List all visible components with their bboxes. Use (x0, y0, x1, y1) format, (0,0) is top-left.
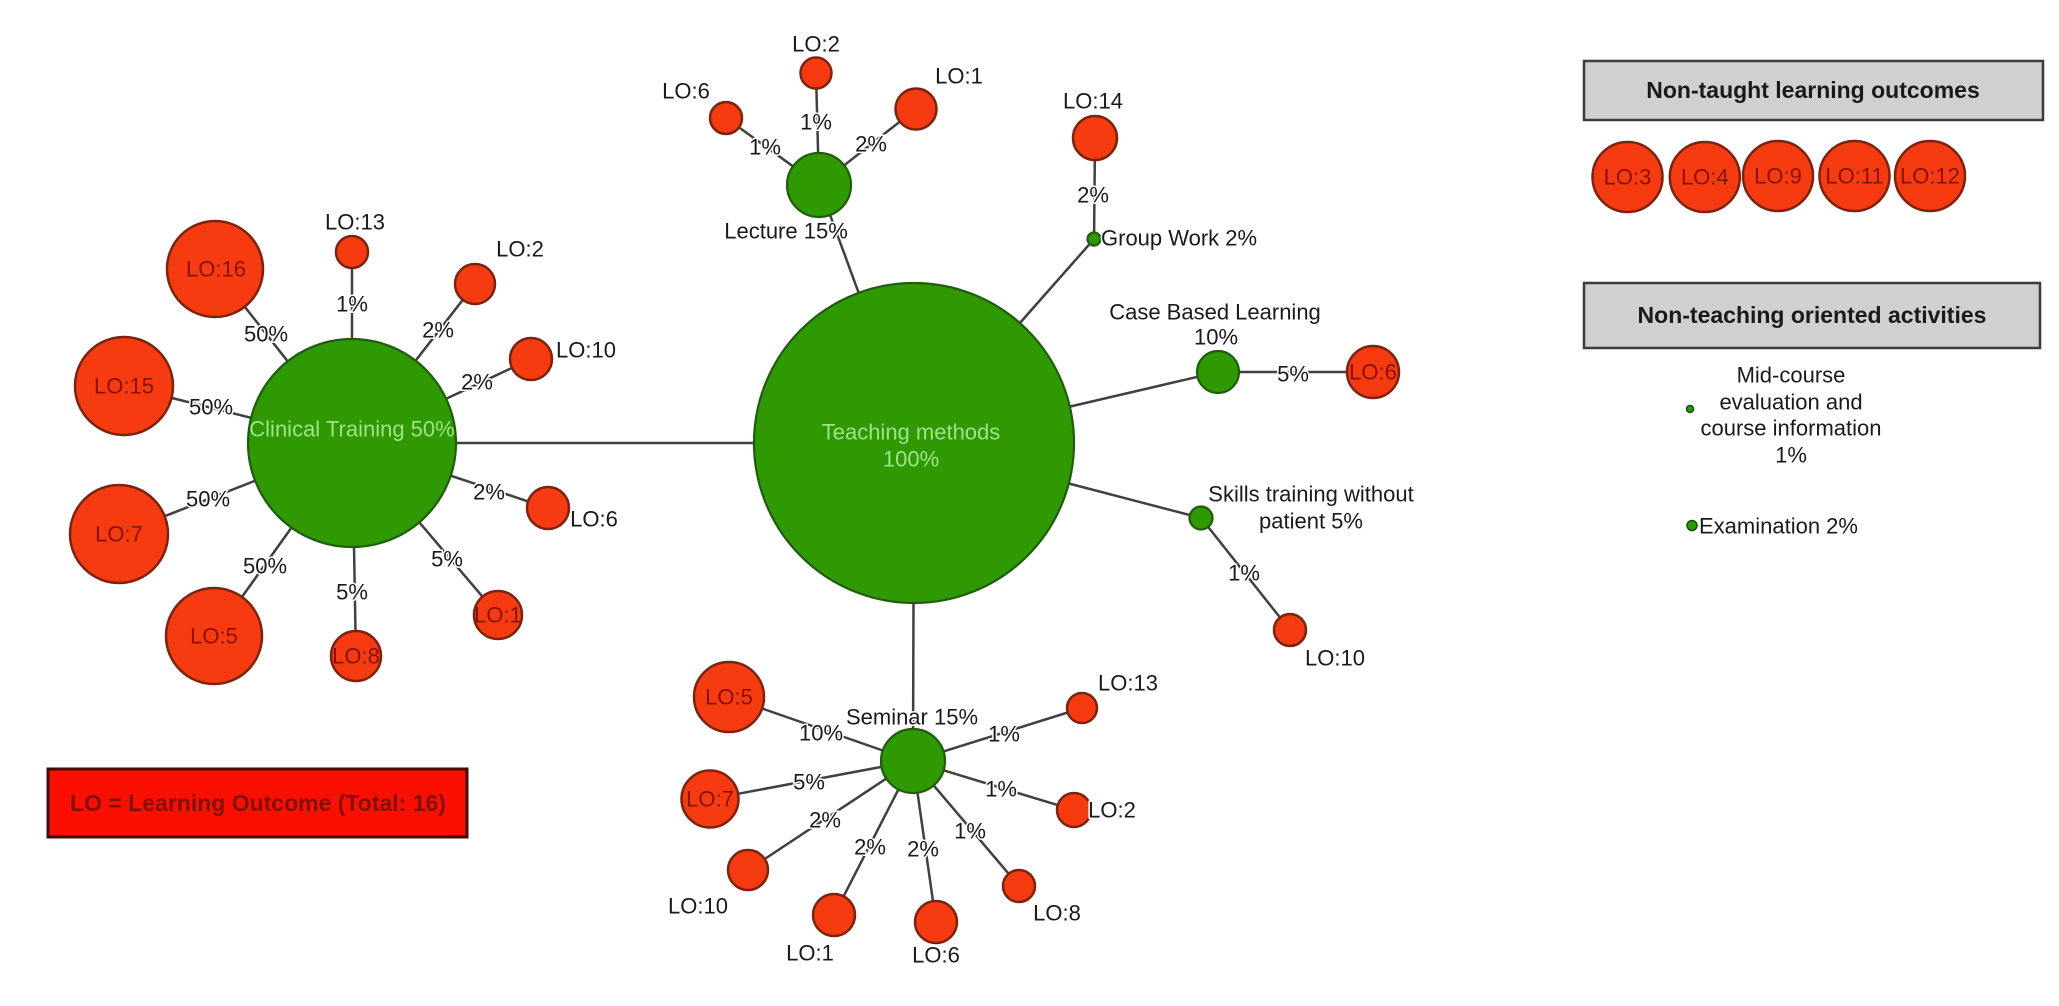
svg-text:1%: 1% (749, 135, 781, 160)
svg-text:LO:1: LO:1 (474, 603, 522, 628)
svg-text:1%: 1% (988, 722, 1020, 747)
svg-text:LO:5: LO:5 (705, 685, 753, 710)
svg-text:Seminar 15%: Seminar 15% (846, 705, 978, 730)
svg-text:2%: 2% (809, 808, 841, 833)
svg-text:Lecture 15%: Lecture 15% (724, 219, 848, 244)
svg-text:100%: 100% (883, 447, 939, 472)
svg-text:1%: 1% (800, 110, 832, 135)
svg-text:5%: 5% (336, 580, 368, 605)
svg-text:1%: 1% (1775, 443, 1807, 468)
svg-text:Group Work 2%: Group Work 2% (1101, 226, 1257, 251)
svg-text:LO:6: LO:6 (1349, 360, 1397, 385)
svg-text:LO:11: LO:11 (1825, 164, 1883, 189)
svg-text:5%: 5% (1277, 362, 1309, 387)
svg-text:1%: 1% (1228, 561, 1260, 586)
svg-text:2%: 2% (855, 132, 887, 157)
svg-text:LO:14: LO:14 (1063, 89, 1123, 114)
svg-text:LO:2: LO:2 (496, 237, 544, 262)
svg-text:10%: 10% (799, 721, 843, 746)
svg-text:50%: 50% (244, 322, 288, 347)
svg-text:5%: 5% (431, 547, 463, 572)
svg-text:LO:5: LO:5 (190, 624, 238, 649)
svg-text:2%: 2% (854, 835, 886, 860)
svg-text:LO:2: LO:2 (1088, 798, 1136, 823)
svg-text:LO:10: LO:10 (556, 338, 616, 363)
svg-text:LO:10: LO:10 (1305, 646, 1365, 671)
svg-text:50%: 50% (243, 554, 287, 579)
svg-text:LO:4: LO:4 (1681, 165, 1729, 190)
svg-text:LO = Learning Outcome (Total:: LO = Learning Outcome (Total: 16) (70, 790, 446, 816)
svg-text:LO:1: LO:1 (786, 941, 834, 966)
svg-text:patient 5%: patient 5% (1259, 509, 1363, 534)
svg-text:Case Based Learning: Case Based Learning (1109, 300, 1321, 325)
svg-text:Examination 2%: Examination 2% (1699, 514, 1858, 539)
svg-text:2%: 2% (473, 480, 505, 505)
svg-text:2%: 2% (1077, 183, 1109, 208)
svg-text:LO:6: LO:6 (570, 507, 618, 532)
svg-text:LO:9: LO:9 (1754, 164, 1802, 189)
svg-text:LO:16: LO:16 (186, 257, 246, 282)
svg-text:LO:7: LO:7 (686, 787, 734, 812)
svg-text:50%: 50% (186, 487, 230, 512)
svg-text:2%: 2% (422, 318, 454, 343)
svg-text:LO:8: LO:8 (332, 644, 380, 669)
svg-text:evaluation and: evaluation and (1719, 390, 1862, 415)
svg-text:LO:6: LO:6 (912, 943, 960, 968)
svg-text:Mid-course: Mid-course (1737, 363, 1846, 388)
svg-text:LO:2: LO:2 (792, 32, 840, 57)
svg-text:Skills training without: Skills training without (1208, 482, 1413, 507)
svg-text:2%: 2% (461, 370, 493, 395)
svg-text:LO:6: LO:6 (662, 79, 710, 104)
svg-text:2%: 2% (907, 837, 939, 862)
svg-text:course information: course information (1701, 416, 1882, 441)
svg-text:LO:1: LO:1 (935, 64, 983, 89)
svg-text:50%: 50% (189, 395, 233, 420)
svg-text:LO:13: LO:13 (325, 210, 385, 235)
svg-text:1%: 1% (336, 292, 368, 317)
svg-text:Clinical Training 50%: Clinical Training 50% (249, 417, 454, 442)
svg-text:5%: 5% (793, 770, 825, 795)
svg-text:LO:15: LO:15 (94, 374, 154, 399)
svg-text:Non-teaching oriented activiti: Non-teaching oriented activities (1638, 302, 1987, 328)
svg-text:1%: 1% (954, 819, 986, 844)
svg-text:Non-taught learning outcomes: Non-taught learning outcomes (1646, 77, 1980, 103)
svg-text:LO:3: LO:3 (1604, 165, 1652, 190)
svg-text:10%: 10% (1194, 325, 1238, 350)
svg-text:LO:12: LO:12 (1900, 164, 1960, 189)
svg-text:LO:13: LO:13 (1098, 671, 1158, 696)
svg-text:LO:7: LO:7 (95, 522, 143, 547)
svg-text:LO:8: LO:8 (1033, 901, 1081, 926)
svg-text:LO:10: LO:10 (668, 894, 728, 919)
svg-text:1%: 1% (985, 777, 1017, 802)
svg-text:Teaching methods: Teaching methods (822, 420, 1001, 445)
